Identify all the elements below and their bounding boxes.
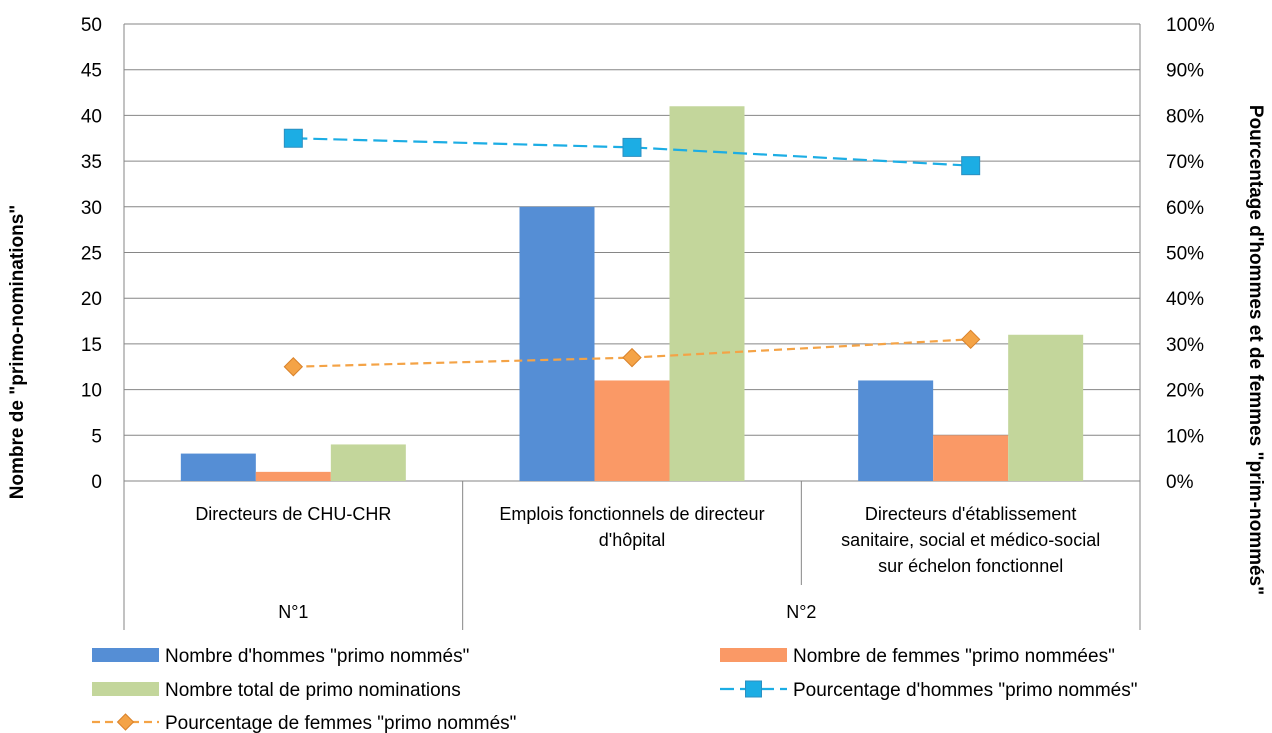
y-tick-label: 15 — [81, 335, 102, 356]
legend-swatch — [92, 648, 159, 662]
y2-tick-label: 70% — [1166, 152, 1204, 173]
y-tick-label: 30 — [81, 198, 102, 219]
bars — [180, 106, 1084, 482]
legend-label: Pourcentage d'hommes "primo nommés" — [793, 680, 1138, 701]
bar — [858, 380, 934, 481]
y2-tick-label: 10% — [1166, 426, 1204, 447]
y2-tick-label: 50% — [1166, 244, 1204, 265]
data-point — [960, 329, 981, 350]
y-tick-label: 45 — [81, 61, 102, 82]
y2-tick-label: 0% — [1166, 472, 1194, 493]
y2-tick-label: 20% — [1166, 381, 1204, 402]
legend-label: Nombre total de primo nominations — [165, 680, 461, 701]
legend-label: Pourcentage de femmes "primo nommés" — [165, 713, 516, 733]
series-line — [293, 137, 971, 167]
bar — [180, 453, 256, 481]
y2-tick-label: 100% — [1166, 15, 1215, 36]
y-tick-label: 25 — [81, 244, 102, 265]
y-axis-title: Nombre de "primo-nominations" — [7, 205, 28, 500]
legend-label: Nombre de femmes "primo nommées" — [793, 646, 1115, 667]
category-labels: Directeurs de CHU-CHR Emplois fonctionnel… — [195, 504, 1100, 622]
y2-tick-label: 40% — [1166, 289, 1204, 310]
bar — [933, 435, 1009, 481]
y-tick-label: 5 — [91, 426, 102, 447]
data-point — [283, 128, 303, 148]
y2-tick-label: 30% — [1166, 335, 1204, 356]
group-label: N°1 — [278, 602, 308, 622]
bar — [594, 380, 670, 481]
category-label: Directeurs de CHU-CHR — [195, 504, 391, 524]
bar — [255, 471, 331, 481]
bar — [1008, 334, 1084, 481]
data-point — [961, 156, 981, 176]
legend-label: Nombre d'hommes "primo nommés" — [165, 646, 469, 667]
y-tick-label: 20 — [81, 289, 102, 310]
legend: Nombre d'hommes "primo nommés" Nombre de … — [92, 646, 1138, 733]
series-lines — [283, 128, 981, 377]
y-tick-label: 10 — [81, 381, 102, 402]
data-point — [622, 347, 642, 368]
legend-marker — [116, 713, 135, 731]
legend-swatch — [92, 682, 159, 696]
y2-axis-title: Pourcentage d'hommes et de femmes "prim-… — [1245, 105, 1266, 595]
bar — [669, 106, 745, 481]
y2-tick-label: 90% — [1166, 61, 1204, 82]
y-tick-label: 0 — [91, 472, 102, 493]
category-label: Emplois fonctionnels de directeur d'hôpit… — [499, 504, 764, 550]
legend-marker — [745, 680, 762, 698]
y-tick-label: 40 — [81, 106, 102, 127]
y2-tick-label: 80% — [1166, 106, 1204, 127]
bar — [519, 206, 595, 482]
legend-swatch — [720, 648, 787, 662]
gridlines — [124, 23, 1140, 482]
group-label: N°2 — [786, 602, 816, 622]
axes: 0 5 10 15 20 25 30 35 40 45 50 0% 10% 20% 30% 40% 50% 60%… — [81, 15, 1215, 630]
data-point — [622, 137, 642, 157]
bar — [330, 444, 406, 481]
category-label: Directeurs d'établissement sanitaire, soc… — [841, 504, 1100, 576]
y-tick-label: 35 — [81, 152, 102, 173]
y2-tick-label: 60% — [1166, 198, 1204, 219]
y-tick-label: 50 — [81, 15, 102, 36]
data-point — [283, 357, 304, 377]
